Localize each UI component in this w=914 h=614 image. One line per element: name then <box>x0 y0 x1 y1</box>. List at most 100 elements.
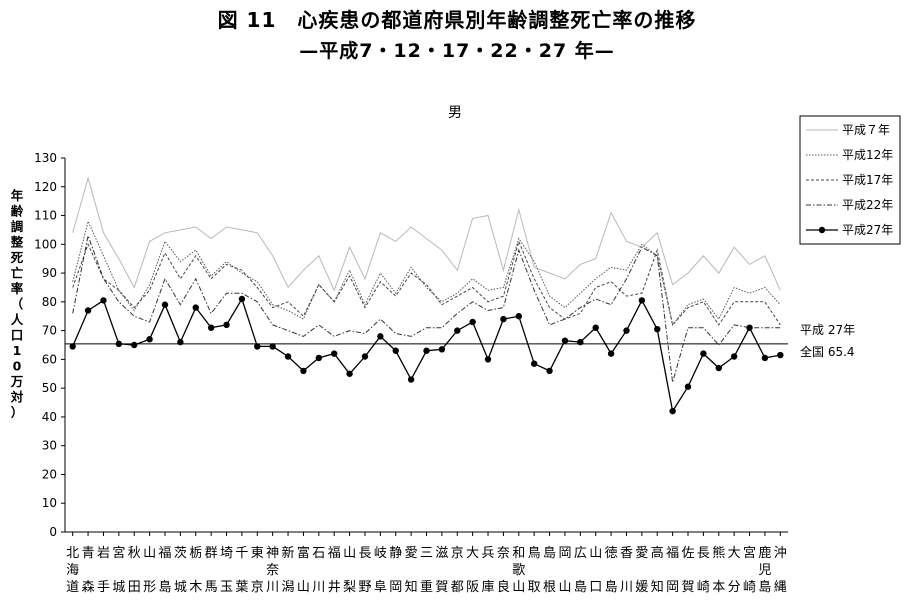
series-5-point <box>223 321 230 329</box>
x-tick-label: 群 <box>205 546 218 561</box>
x-tick-label: 神 <box>266 546 279 561</box>
series-5-point <box>700 350 707 357</box>
x-tick-label: 潟 <box>282 580 295 595</box>
x-tick-label: 岡 <box>389 580 402 595</box>
y-tick-label: 70 <box>42 324 57 338</box>
x-tick-label: 沖 <box>774 546 787 561</box>
x-tick-label: 梨 <box>343 580 356 595</box>
x-tick-label: 賀 <box>435 580 448 595</box>
x-tick-label: 森 <box>82 580 95 595</box>
x-tick-label: 山 <box>512 580 525 595</box>
y-tick-label: 90 <box>42 266 57 280</box>
y-axis-label-char: 亡 <box>11 266 24 281</box>
y-tick-label: 110 <box>34 209 57 223</box>
chart-subtitle: —平成7・12・17・22・27 年— <box>299 40 615 62</box>
x-tick-label: 児 <box>758 563 771 578</box>
legend-label: 平成12年 <box>842 148 893 162</box>
x-tick-label: 愛 <box>405 546 418 561</box>
x-tick-label: 宮 <box>112 545 125 561</box>
x-tick-label: 東 <box>251 545 264 561</box>
series-5-point <box>469 318 476 326</box>
series-5-point <box>592 324 599 331</box>
series-line-1 <box>72 176 781 292</box>
x-tick-label: 崎 <box>743 580 756 595</box>
x-tick-label: 取 <box>528 580 541 595</box>
y-axis-label-char: 調 <box>11 219 24 234</box>
x-tick-label: 奈 <box>497 546 510 561</box>
x-tick-label: 兵 <box>482 546 495 561</box>
x-tick-label: 徳 <box>605 546 618 561</box>
legend-label: 平成17年 <box>842 173 893 187</box>
series-5-point <box>284 353 292 360</box>
x-tick-label: 城 <box>112 580 125 595</box>
x-tick-label: 新 <box>282 545 295 561</box>
x-tick-label: 玉 <box>220 580 233 595</box>
y-axis-label-char: 率 <box>11 281 24 296</box>
y-axis-label-char: 対 <box>10 390 24 405</box>
x-tick-label: 媛 <box>635 580 648 595</box>
series-5-point <box>715 364 722 372</box>
series-5-point <box>746 324 753 331</box>
x-tick-label: 分 <box>728 580 741 595</box>
legend-label: 平成７年 <box>842 123 890 137</box>
x-tick-label: 京 <box>451 546 464 561</box>
chart-title: 図 11 心疾患の都道府県別年齢調整死亡率の推移 <box>217 8 697 32</box>
series-5-point <box>407 376 415 383</box>
series-5-point <box>100 297 107 304</box>
series-5-point <box>730 353 738 360</box>
series-5-point <box>115 340 123 348</box>
x-tick-label: 葉 <box>235 580 248 595</box>
x-tick-label: 長 <box>697 546 710 561</box>
series-5-point <box>361 353 369 360</box>
x-tick-label: 岡 <box>666 580 679 595</box>
series-5-point <box>161 301 169 308</box>
x-tick-label: 山 <box>589 546 602 561</box>
x-tick-label: 香 <box>620 546 633 561</box>
series-5-point <box>500 315 507 323</box>
x-tick-label: 佐 <box>682 546 695 561</box>
x-tick-label: 歌 <box>512 563 525 578</box>
x-tick-label: 城 <box>174 580 187 595</box>
x-tick-label: 福 <box>666 546 679 561</box>
series-5-point <box>346 370 353 377</box>
y-axis-label-char: 年 <box>11 188 24 203</box>
x-tick-label: 島 <box>158 580 171 595</box>
series-5-point <box>177 338 184 346</box>
y-axis-label-char: 1 <box>13 343 22 358</box>
series-5-point <box>438 346 446 353</box>
series-5-point <box>546 367 553 375</box>
x-tick-label: 縄 <box>774 580 787 595</box>
series-5-point <box>269 343 276 350</box>
y-axis-label-char: 死 <box>10 250 24 265</box>
x-tick-label: 栃 <box>189 546 202 561</box>
series-5-point <box>131 341 138 349</box>
x-tick-label: 秋 <box>128 546 141 561</box>
x-tick-label: 根 <box>543 580 556 595</box>
x-tick-label: 道 <box>66 580 79 595</box>
series-5-point <box>623 327 630 334</box>
x-tick-label: 知 <box>651 579 664 595</box>
x-tick-label: 大 <box>466 546 479 561</box>
y-tick-label: 30 <box>42 439 57 453</box>
x-tick-label: 高 <box>651 545 664 561</box>
series-line-2 <box>72 219 781 327</box>
y-axis-label-char: 人 <box>11 312 24 327</box>
x-tick-label: 北 <box>66 546 79 561</box>
reference-label-top: 平成 27年 <box>800 323 855 337</box>
x-tick-label: 広 <box>574 546 587 561</box>
x-tick-label: 茨 <box>174 546 187 561</box>
x-tick-label: 手 <box>97 580 110 595</box>
legend-marker <box>818 226 826 234</box>
legend-label: 平成22年 <box>842 198 893 212</box>
y-tick-label: 80 <box>42 295 57 309</box>
series-5-point <box>238 295 246 303</box>
x-tick-label: 滋 <box>435 546 448 561</box>
x-tick-label: 福 <box>328 546 341 561</box>
x-tick-label: 岐 <box>374 546 387 561</box>
series-5-point <box>392 347 399 354</box>
x-tick-label: 石 <box>312 546 325 561</box>
y-tick-label: 40 <box>42 410 57 424</box>
x-tick-label: 熊 <box>712 545 725 561</box>
series-5-point <box>423 347 430 354</box>
